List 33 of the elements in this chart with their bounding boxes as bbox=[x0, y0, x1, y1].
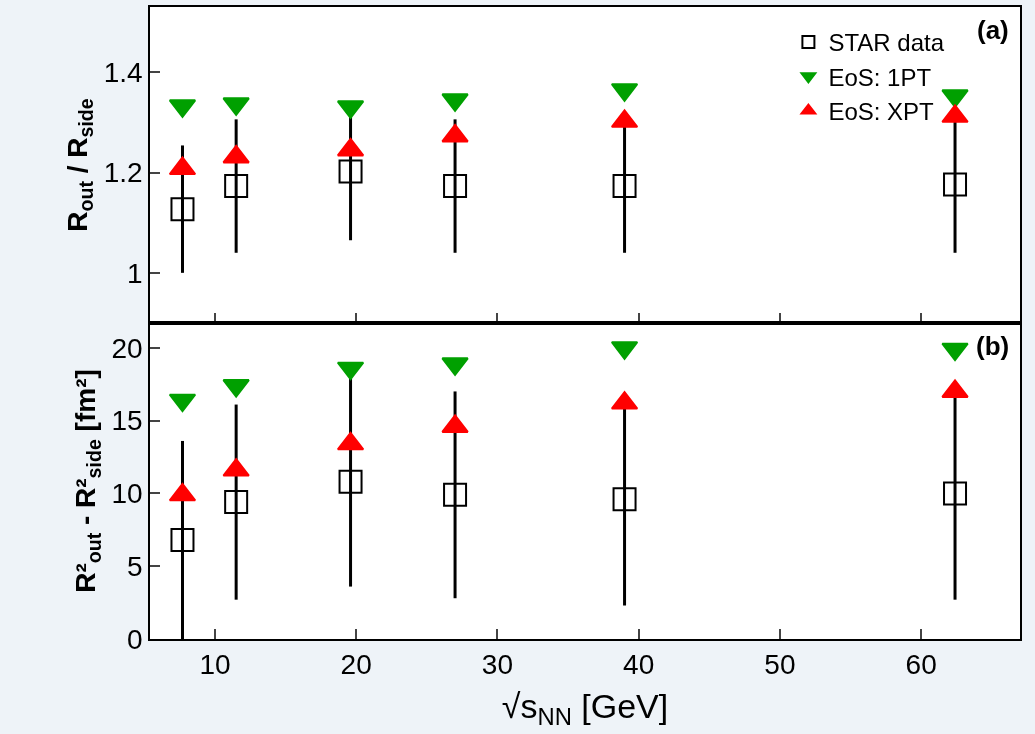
y-tick-label: 10 bbox=[111, 478, 143, 510]
x-axis-title: √s$_{NN}$ [GeV] bbox=[501, 687, 669, 731]
annotation: (a) bbox=[977, 15, 1009, 45]
legend-label: STAR data bbox=[828, 29, 945, 57]
x-tick-label: 20 bbox=[340, 649, 372, 681]
point bbox=[338, 159, 363, 184]
legend-label: EoS: XPT bbox=[828, 97, 935, 125]
point bbox=[612, 174, 637, 199]
x-tick-label: 10 bbox=[199, 649, 231, 681]
x-tick-label: 50 bbox=[764, 649, 796, 681]
annotation: (b) bbox=[976, 331, 1010, 361]
y-tick-label: 15 bbox=[111, 405, 143, 437]
point bbox=[224, 174, 249, 199]
x-tick-label: 30 bbox=[481, 649, 514, 681]
y-tick-label: 1.4 bbox=[103, 57, 143, 89]
point bbox=[170, 197, 195, 222]
legend-label: EoS: 1PT bbox=[828, 63, 932, 91]
point bbox=[338, 469, 363, 494]
point bbox=[170, 527, 195, 552]
point bbox=[443, 482, 468, 507]
point bbox=[443, 174, 468, 199]
point bbox=[943, 481, 968, 506]
point bbox=[612, 487, 637, 512]
point bbox=[941, 342, 969, 362]
y-tick-label: 0 bbox=[127, 623, 143, 655]
y-tick-label: 5 bbox=[127, 550, 143, 582]
point bbox=[224, 490, 249, 515]
x-tick-label: 60 bbox=[905, 649, 937, 681]
y-tick-label: 1 bbox=[127, 257, 143, 289]
y-tick-label: 20 bbox=[111, 332, 143, 364]
y-tick-label: 1.2 bbox=[103, 157, 143, 189]
x-tick-label: 40 bbox=[623, 649, 655, 681]
point bbox=[943, 172, 968, 197]
